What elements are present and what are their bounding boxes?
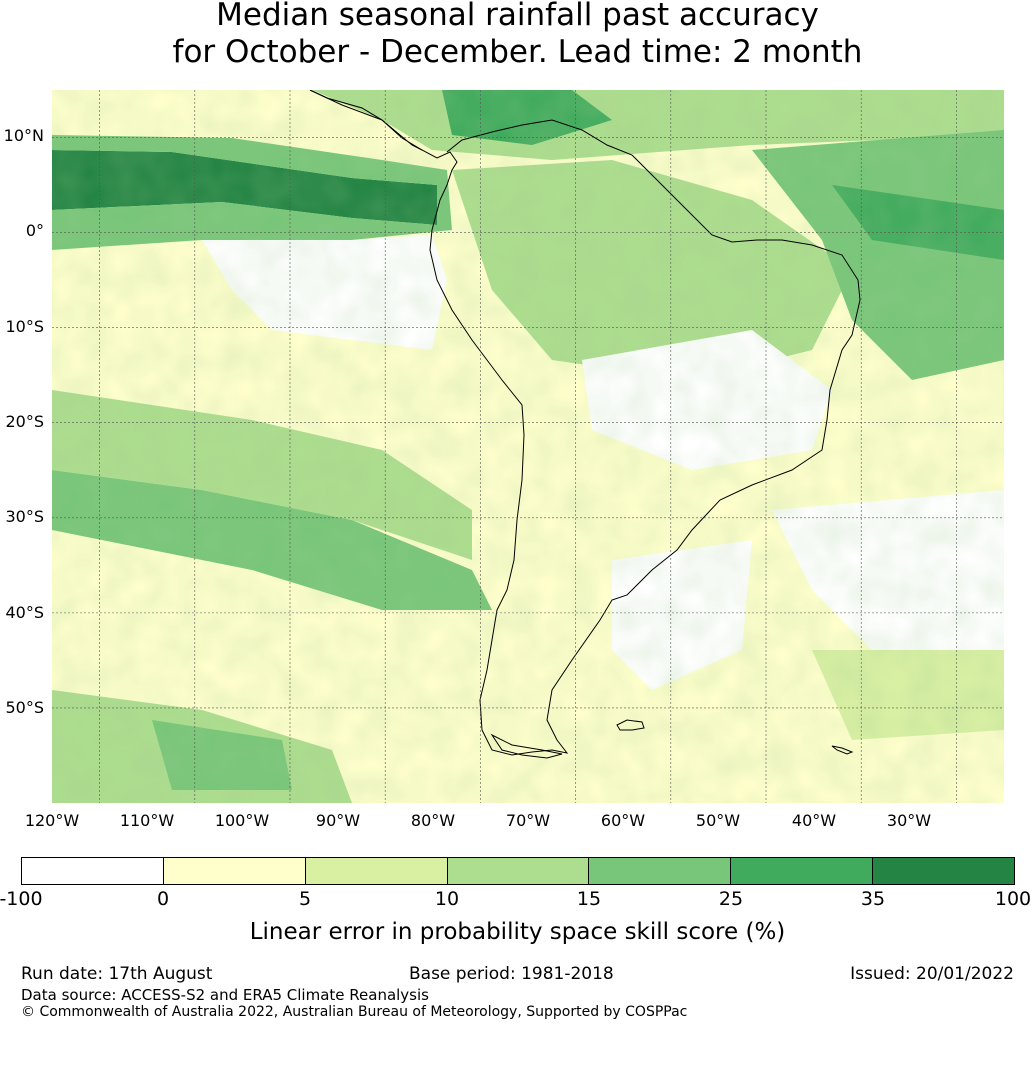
coastlines xyxy=(309,89,861,759)
colorbar-segment xyxy=(305,858,448,884)
colorbar-segment xyxy=(589,858,732,884)
colorbar-tick: -100 xyxy=(0,888,43,910)
skill-texture xyxy=(52,90,1004,803)
colorbar-label: Linear error in probability space skill … xyxy=(249,919,786,945)
skill-map-canvas xyxy=(52,89,1004,803)
colorbar-segment xyxy=(873,858,1015,884)
central-america-coastline xyxy=(309,89,423,151)
lon-label-50w: 50°W xyxy=(695,811,741,830)
colorbar-tick: 5 xyxy=(298,888,312,910)
south-georgia-coastline xyxy=(831,745,854,755)
colorbar-segment xyxy=(163,858,306,884)
colorbar xyxy=(21,857,1015,885)
colorbar-tick: 10 xyxy=(434,888,460,910)
lat-label-0: 0° xyxy=(25,221,44,240)
run-date: Run date: 17th August xyxy=(21,964,213,984)
south-america-coastline xyxy=(309,89,861,756)
chart-title-line-1: Median seasonal rainfall past accuracy xyxy=(216,0,819,33)
issued-date: Issued: 20/01/2022 xyxy=(850,964,1014,984)
colorbar-segment xyxy=(731,858,874,884)
colorbar-tick: 15 xyxy=(576,888,602,910)
lon-label-100w: 100°W xyxy=(214,811,270,830)
tierra-del-fuego-coastline xyxy=(490,733,563,759)
copyright: © Commonwealth of Australia 2022, Austra… xyxy=(21,1004,688,1020)
lon-label-30w: 30°W xyxy=(886,811,932,830)
colorbar-segment xyxy=(447,858,590,884)
lon-label-60w: 60°W xyxy=(600,811,646,830)
data-source: Data source: ACCESS-S2 and ERA5 Climate … xyxy=(21,986,429,1004)
lat-label-50s: 50°S xyxy=(5,698,44,717)
colorbar-segment xyxy=(22,858,164,884)
colorbar-tick: 35 xyxy=(860,888,886,910)
colorbar-tick: 100 xyxy=(994,888,1032,910)
lat-label-40s: 40°S xyxy=(5,603,44,622)
graticule xyxy=(52,90,1004,803)
lon-label-80w: 80°W xyxy=(410,811,456,830)
lat-label-10n: 10°N xyxy=(3,126,44,145)
lon-label-40w: 40°W xyxy=(791,811,837,830)
base-period: Base period: 1981-2018 xyxy=(409,964,614,984)
skill-map xyxy=(52,89,1004,803)
lon-label-120w: 120°W xyxy=(24,811,80,830)
lon-label-70w: 70°W xyxy=(505,811,551,830)
lat-label-20s: 20°S xyxy=(5,412,44,431)
lon-label-110w: 110°W xyxy=(119,811,175,830)
chart-title-line-2: for October - December. Lead time: 2 mon… xyxy=(172,34,863,70)
colorbar-tick: 25 xyxy=(718,888,744,910)
lat-label-10s: 10°S xyxy=(5,317,44,336)
lon-label-90w: 90°W xyxy=(315,811,361,830)
falklands-coastline xyxy=(616,719,645,731)
colorbar-tick: 0 xyxy=(156,888,170,910)
lat-label-30s: 30°S xyxy=(5,507,44,526)
